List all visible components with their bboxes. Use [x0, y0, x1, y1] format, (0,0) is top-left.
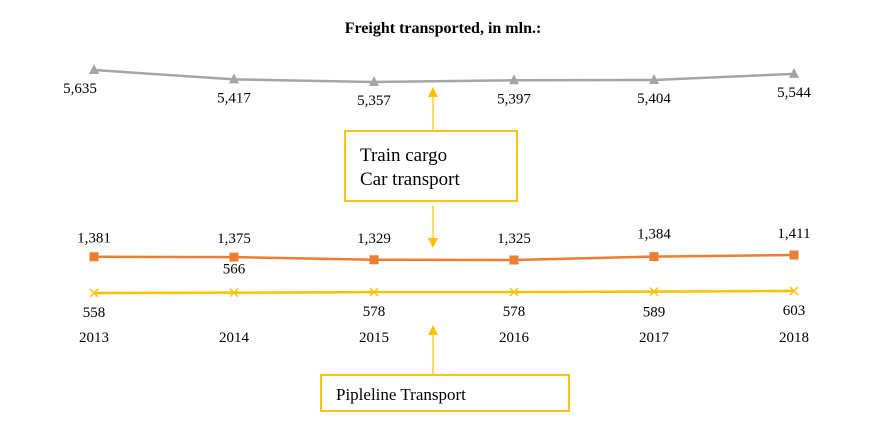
point-x-2016	[509, 287, 519, 297]
data-label-0-2016: 5,397	[497, 91, 531, 107]
point-square-2018	[789, 250, 799, 260]
point-x-2017	[649, 287, 659, 297]
callout-pipeline: Pipleline Transport	[320, 374, 570, 412]
data-label-2-2017: 589	[643, 305, 666, 321]
chart-title: Freight transported, in mln.:	[344, 20, 542, 37]
arrow-up-head	[428, 87, 438, 97]
data-label-0-2014: 5,417	[217, 90, 251, 106]
data-label-2-2013: 558	[83, 305, 106, 321]
point-triangle-2016	[509, 74, 519, 85]
point-square-2016	[509, 255, 519, 265]
point-square-2014	[229, 252, 239, 262]
point-triangle-2015	[369, 76, 379, 86]
callout-rail-car: Train cargo Car transport	[344, 130, 518, 202]
point-x-2013	[89, 288, 99, 298]
year-label-2018: 2018	[779, 330, 809, 346]
data-label-1-2013: 1,381	[77, 231, 111, 247]
data-label-2-2018: 603	[783, 303, 806, 319]
series-line-1	[93, 253, 795, 262]
point-square-2015	[369, 255, 379, 265]
year-label-2013: 2013	[79, 330, 109, 346]
data-label-1-2014: 1,375	[217, 231, 251, 247]
arrow-pipeline-head	[428, 325, 438, 335]
point-square-2017	[649, 252, 659, 262]
point-triangle-2017	[649, 73, 659, 84]
point-square-2013	[89, 252, 99, 262]
point-triangle-2014	[229, 73, 239, 84]
series-line-0	[93, 68, 795, 84]
data-label-0-2015: 5,357	[357, 93, 391, 109]
arrow-down-head	[428, 238, 438, 248]
data-label-1-2016: 1,325	[497, 231, 531, 247]
data-label-2-2014: 566	[223, 262, 246, 278]
data-label-0-2018: 5,544	[777, 85, 811, 101]
point-x-2015	[369, 287, 379, 297]
year-label-2017: 2017	[639, 330, 670, 346]
year-label-2014: 2014	[219, 330, 250, 346]
series-line-2	[93, 289, 795, 295]
point-x-2018	[789, 286, 799, 296]
data-label-0-2017: 5,404	[637, 91, 671, 107]
year-label-2016: 2016	[499, 330, 530, 346]
point-triangle-2018	[789, 67, 799, 78]
year-label-2015: 2015	[359, 330, 389, 346]
data-label-1-2018: 1,411	[777, 226, 810, 242]
data-label-0-2013: 5,635	[63, 81, 97, 97]
point-x-2014	[229, 288, 239, 298]
point-triangle-2013	[89, 64, 99, 74]
callout-label-train-cargo: Train cargo	[360, 145, 448, 166]
callout-label-car-transport: Car transport	[360, 169, 460, 190]
data-label-2-2016: 578	[503, 304, 526, 320]
data-label-1-2017: 1,384	[637, 227, 671, 243]
data-label-2-2015: 578	[363, 304, 386, 320]
data-label-1-2015: 1,329	[357, 231, 391, 247]
